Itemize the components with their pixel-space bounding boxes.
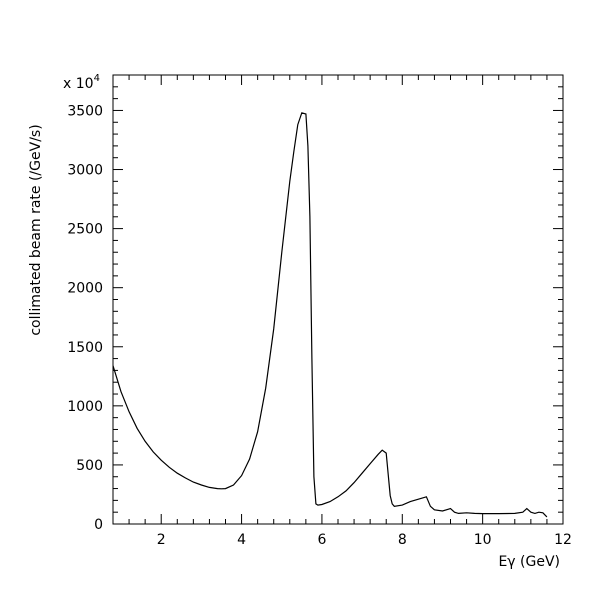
y-axis-title: collimated beam rate (/GeV/s) (28, 124, 44, 335)
y-tick-label: 1000 (67, 399, 103, 415)
x-axis-ticks (112, 75, 564, 524)
y-tick-label: 3000 (67, 163, 103, 179)
y-tick-label: 3500 (67, 103, 103, 119)
plot-frame (112, 74, 564, 525)
y-tick-label: 0 (94, 517, 103, 533)
x-tick-label: 4 (237, 532, 246, 548)
series-line (112, 112, 548, 518)
y-axis-ticks (113, 74, 563, 525)
y-tick-label: 1500 (67, 340, 103, 356)
x-tick-label: 2 (157, 532, 166, 548)
y-tick-label: 2000 (67, 281, 103, 297)
x-tick-label: 12 (554, 532, 572, 548)
x-axis-title: Eγ (GeV) (498, 554, 560, 570)
x-tick-label: 10 (474, 532, 492, 548)
y-multiplier-exponent: 4 (94, 73, 100, 84)
y-multiplier: x 104 (63, 73, 100, 92)
y-tick-label: 500 (76, 458, 103, 474)
y-axis-tick-labels: 0 500 1000 1500 2000 2500 3000 3500 (67, 103, 103, 533)
x-tick-label: 6 (317, 532, 326, 548)
x-axis-tick-labels: 2 4 6 8 10 12 (157, 532, 572, 548)
y-tick-label: 2500 (67, 222, 103, 238)
x-tick-label: 8 (398, 532, 407, 548)
